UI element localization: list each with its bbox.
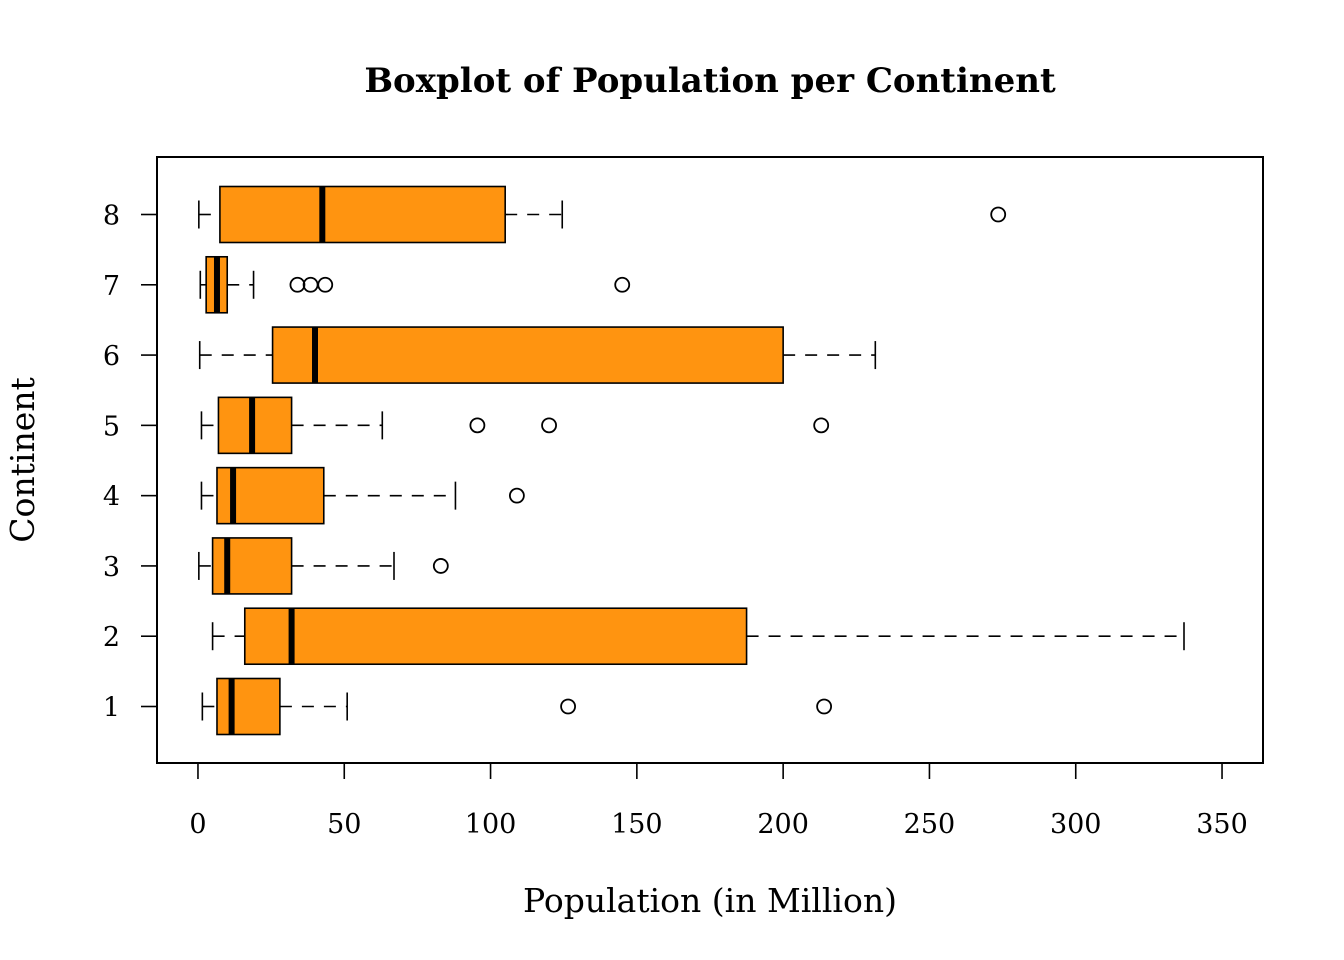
y-tick-label: 6	[103, 341, 120, 372]
x-tick-label: 300	[1050, 809, 1102, 840]
x-tick-label: 150	[611, 809, 663, 840]
box-group-6	[198, 326, 877, 384]
x-tick-label: 350	[1196, 809, 1248, 840]
box-group-4	[200, 466, 525, 525]
iqr-box	[219, 185, 506, 244]
y-tick-label: 4	[103, 482, 120, 513]
outlier-point	[560, 698, 576, 715]
y-tick-label: 1	[103, 693, 120, 724]
y-tick-label: 2	[103, 622, 120, 653]
outlier-point	[469, 417, 486, 434]
x-tick-label: 50	[327, 809, 361, 840]
y-tick-label: 7	[103, 271, 120, 302]
x-tick-label: 200	[757, 809, 809, 840]
x-axis-label: Population (in Million)	[523, 881, 897, 920]
box-group-3	[198, 537, 449, 595]
y-axis-label: Continent	[3, 377, 42, 542]
iqr-box	[243, 607, 748, 666]
y-tick-label: 8	[103, 201, 120, 232]
outlier-point	[508, 487, 525, 504]
iqr-box	[216, 677, 281, 736]
box-group-8	[198, 185, 1007, 244]
outlier-point	[541, 417, 557, 434]
x-tick-label: 0	[189, 809, 206, 840]
y-tick-label: 3	[103, 552, 120, 583]
outlier-point	[317, 276, 334, 293]
y-tick-label: 5	[103, 411, 120, 442]
x-tick-label: 100	[465, 809, 517, 840]
y-axis: 1 2 3 4 5 6 7 8	[103, 201, 158, 724]
outlier-point	[432, 558, 449, 574]
boxes-group	[198, 185, 1185, 736]
x-axis: 0 50 100 150 200 250 300 350	[189, 762, 1248, 840]
x-tick-label: 250	[904, 809, 956, 840]
iqr-box	[271, 326, 784, 384]
outlier-point	[813, 417, 830, 434]
outlier-point	[990, 206, 1007, 223]
outlier-point	[614, 276, 631, 293]
outlier-point	[816, 698, 833, 715]
box-group-2	[211, 607, 1185, 666]
box-group-1	[201, 677, 833, 736]
box-group-7	[199, 255, 631, 314]
box-group-5	[200, 396, 830, 455]
chart-title: Boxplot of Population per Continent	[364, 61, 1056, 101]
